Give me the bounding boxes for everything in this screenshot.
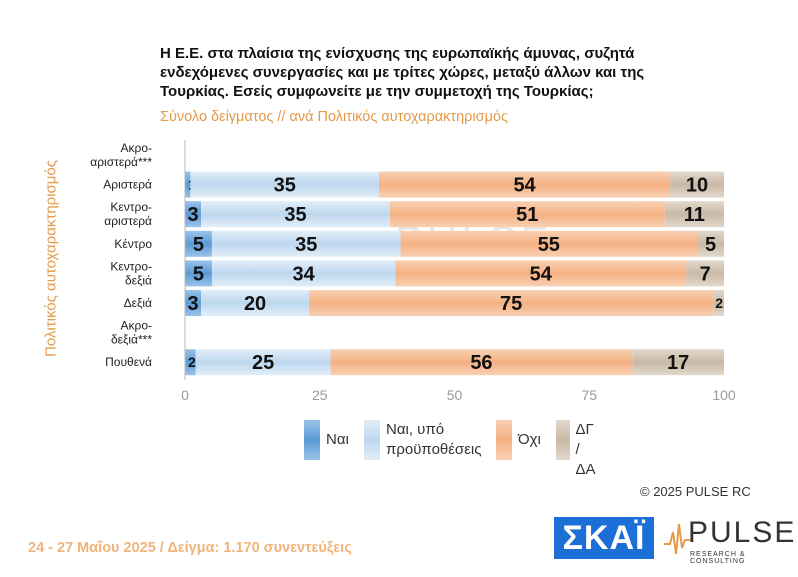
data-label: 55 (538, 234, 560, 256)
bar-segment-nai-ypo (201, 290, 309, 316)
chart-subtitle: Σύνολο δείγματος // ανά Πολιτικός αυτοχα… (160, 109, 508, 125)
category-label: Αριστερά (103, 178, 152, 192)
bar-segment-dg (670, 171, 724, 198)
legend-label-nai-ypo-line1: Ναι, υπό (386, 421, 445, 438)
pulse-logo: PULSE RESEARCH & CONSULTING (664, 516, 794, 565)
data-label: 5 (193, 234, 204, 256)
legend-label-nai: Ναι (326, 431, 349, 448)
bar-segment-dg (713, 290, 724, 316)
legend-swatch-nai (304, 420, 320, 460)
bar-segment-dg (697, 230, 724, 257)
bar-segment-oxi (330, 349, 633, 376)
bar-segment-dg (664, 201, 724, 228)
bar-segment-nai (185, 349, 196, 376)
pulse-logo-subtext: RESEARCH & CONSULTING (690, 551, 746, 565)
bar-segment-oxi (389, 201, 665, 228)
legend-item-dg: ΔΓ / ΔΑ (556, 420, 598, 480)
copyright-text: © 2025 PULSE RC (640, 484, 751, 499)
data-label: 11 (684, 204, 705, 226)
legend-label-oxi: Όχι (518, 431, 541, 448)
bar-segment-nai (185, 290, 202, 316)
bar-segment-nai (185, 260, 212, 287)
x-tick-label: 25 (312, 387, 328, 403)
data-label: 56 (470, 352, 492, 374)
data-label: 54 (530, 263, 553, 285)
x-tick-label: 75 (581, 387, 597, 403)
data-label: 25 (252, 352, 274, 374)
legend-label-nai-ypo-line2: προϋποθέσεις (386, 441, 482, 458)
pulse-logo-text: PULSE (688, 516, 797, 549)
category-label: Ακρο-δεξιά*** (111, 319, 152, 347)
category-label: Κεντρο-δεξιά (110, 259, 152, 287)
data-label: 3 (188, 293, 199, 315)
legend-label-dg-line2: ΔΑ (575, 461, 596, 478)
legend-swatch-dg (556, 420, 570, 460)
data-label: 2 (715, 295, 723, 311)
bar-segment-nai (185, 201, 202, 228)
data-label: 75 (500, 293, 522, 315)
data-label: 51 (516, 204, 538, 226)
bar-segment-nai-ypo (201, 201, 390, 228)
x-tick-label: 0 (181, 387, 189, 403)
legend-label-nai-ypo: Ναι, υπό προϋποθέσεις (386, 420, 481, 460)
chart-title: Η Ε.Ε. στα πλαίσια της ενίσχυσης της ευρ… (160, 45, 645, 100)
legend-label-dg-line1: ΔΓ / (575, 421, 594, 458)
legend-item-nai: Ναι (304, 420, 349, 460)
data-label: 20 (244, 293, 266, 315)
category-label: Πουθενά (105, 355, 152, 369)
data-label: 35 (295, 234, 317, 256)
bar-segment-nai-ypo (195, 349, 331, 376)
legend-item-nai-ypo: Ναι, υπό προϋποθέσεις (364, 420, 481, 460)
x-tick-label: 100 (712, 387, 736, 403)
data-label: 34 (292, 263, 315, 285)
legend-swatch-nai-ypo (364, 420, 380, 460)
data-label: 35 (284, 204, 306, 226)
bar-segment-oxi (395, 260, 687, 287)
data-label: 17 (667, 352, 689, 374)
category-label: Δεξιά (124, 296, 152, 310)
data-label: 54 (513, 175, 536, 197)
bar-segment-oxi (379, 171, 671, 198)
data-label: 10 (686, 175, 708, 197)
data-label: 5 (193, 263, 204, 285)
legend-item-oxi: Όχι (496, 420, 541, 460)
data-label: 35 (274, 175, 296, 197)
category-label: Κεντρο-αριστερά (104, 200, 152, 228)
bar-segment-nai-ypo (190, 171, 380, 198)
category-label: Ακρο-αριστερά*** (90, 141, 152, 169)
legend-label-dg: ΔΓ / ΔΑ (576, 420, 599, 480)
legend-swatch-oxi (496, 420, 512, 460)
bar-segment-nai-ypo (211, 260, 396, 287)
data-label: 5 (705, 234, 716, 256)
skai-logo: ΣΚΑΪ (554, 517, 654, 559)
category-label: Κέντρο (114, 237, 152, 251)
bar-segment-nai (185, 230, 212, 257)
bar-segment-oxi (400, 230, 698, 257)
bar-segment-nai (185, 171, 191, 198)
bar-segment-oxi (308, 290, 714, 316)
bar-segment-dg (632, 349, 724, 376)
bar-segment-dg (686, 260, 724, 287)
data-label: 3 (188, 204, 199, 226)
footer-text: 24 - 27 Μαΐου 2025 / Δείγμα: 1.170 συνεν… (28, 540, 352, 556)
bar-segment-nai-ypo (211, 230, 401, 257)
data-label: 7 (700, 263, 711, 285)
data-label: 2 (188, 354, 196, 370)
x-tick-label: 50 (447, 387, 463, 403)
pulse-wave-icon (664, 523, 690, 555)
